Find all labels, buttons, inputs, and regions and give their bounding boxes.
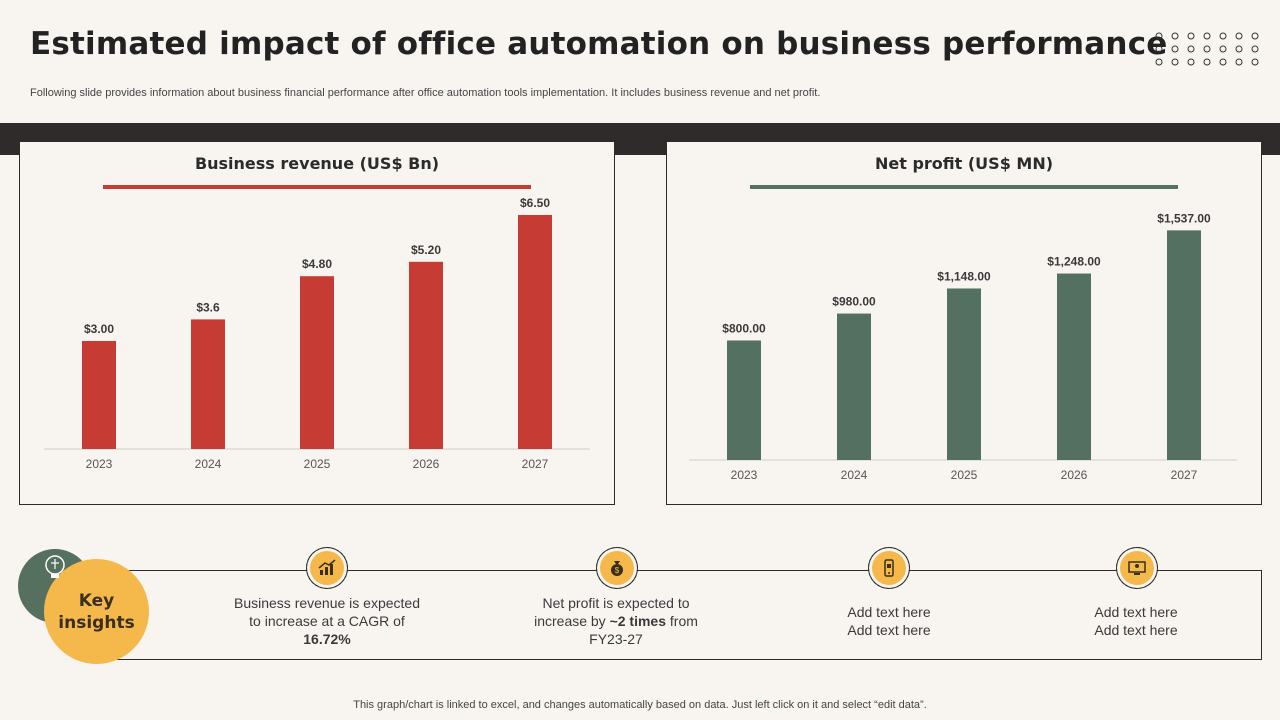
decorative-dot-grid (1155, 32, 1259, 66)
revenue-title-rule (103, 185, 531, 189)
key-insights-line2: insights (58, 612, 135, 633)
mobile-device-icon (868, 547, 910, 589)
bar-2024[interactable] (191, 319, 225, 449)
bar-2024[interactable] (837, 313, 871, 460)
profit-bar-chart[interactable]: $800.00 2023 $980.00 2024 $1,148.00 2025 $1,24… (667, 142, 1261, 504)
bar-2023[interactable] (727, 340, 761, 460)
x-tick-2025: 2025 (951, 468, 978, 482)
data-label-2025: $4.80 (302, 257, 332, 271)
data-label-2026: $1,248.00 (1047, 255, 1101, 269)
bar-2027[interactable] (518, 215, 552, 449)
insight-2-pre: Net profit is expected to increase by (534, 595, 690, 629)
insight-1-pre: Business revenue is expected to increase… (234, 595, 420, 629)
key-insights-line1: Key (78, 590, 115, 611)
data-label-2023: $3.00 (84, 322, 114, 336)
x-tick-2026: 2026 (413, 457, 440, 471)
insight-2-text: Net profit is expected to increase by ~2… (516, 594, 716, 648)
insight-4-text: Add text here Add text here (1094, 604, 1178, 638)
insight-2-bold: ~2 times (609, 613, 667, 629)
data-label-2023: $800.00 (722, 321, 766, 335)
data-label-2024: $980.00 (832, 295, 876, 309)
footer-note: This graph/chart is linked to excel, and… (353, 699, 927, 711)
bar-2023[interactable] (82, 341, 116, 449)
data-label-2025: $1,148.00 (937, 269, 991, 283)
revenue-chart-panel[interactable]: Business revenue (US$ Bn) $3.00 2023 $3.6 2… (19, 141, 615, 505)
x-tick-2024: 2024 (841, 468, 868, 482)
svg-text:$: $ (615, 566, 620, 575)
x-tick-2025: 2025 (304, 457, 331, 471)
x-tick-2027: 2027 (1171, 468, 1198, 482)
profit-chart-title: Net profit (US$ MN) (874, 154, 1054, 173)
revenue-bar-chart[interactable]: $3.00 2023 $3.6 2024 $4.80 2025 $5.20 2026 $6.50… (20, 142, 614, 504)
insight-2-post: from FY23-27 (589, 613, 698, 647)
data-label-2026: $5.20 (411, 243, 441, 257)
x-tick-2023: 2023 (731, 468, 758, 482)
bar-2026[interactable] (409, 261, 443, 449)
insights-box (110, 570, 1262, 660)
data-label-2027: $6.50 (520, 196, 550, 210)
key-insights-badge: Key insights (44, 559, 149, 664)
x-tick-2026: 2026 (1061, 468, 1088, 482)
page-title: Estimated impact of office automation on… (30, 26, 1168, 62)
x-tick-2023: 2023 (86, 457, 113, 471)
computer-user-icon (1116, 547, 1158, 589)
profit-title-rule (750, 185, 1178, 189)
money-bag-icon: $ (596, 547, 638, 589)
insight-1-bold: 16.72% (303, 631, 351, 647)
bar-2025[interactable] (300, 276, 334, 449)
page-subtitle: Following slide provides information abo… (30, 87, 821, 99)
data-label-2024: $3.6 (196, 300, 220, 314)
profit-chart-panel[interactable]: Net profit (US$ MN) $800.00 2023 $980.00 20… (666, 141, 1262, 505)
x-tick-2027: 2027 (522, 457, 549, 471)
revenue-growth-icon (306, 547, 348, 589)
insight-1-text: Business revenue is expected to increase… (227, 594, 427, 648)
bar-2026[interactable] (1057, 273, 1091, 460)
lightbulb-icon (45, 555, 65, 578)
bar-2025[interactable] (947, 288, 981, 460)
x-tick-2024: 2024 (195, 457, 222, 471)
data-label-2027: $1,537.00 (1157, 211, 1211, 225)
revenue-chart-title: Business revenue (US$ Bn) (194, 154, 440, 173)
insight-3-text: Add text here Add text here (847, 604, 931, 638)
bar-2027[interactable] (1167, 230, 1201, 460)
